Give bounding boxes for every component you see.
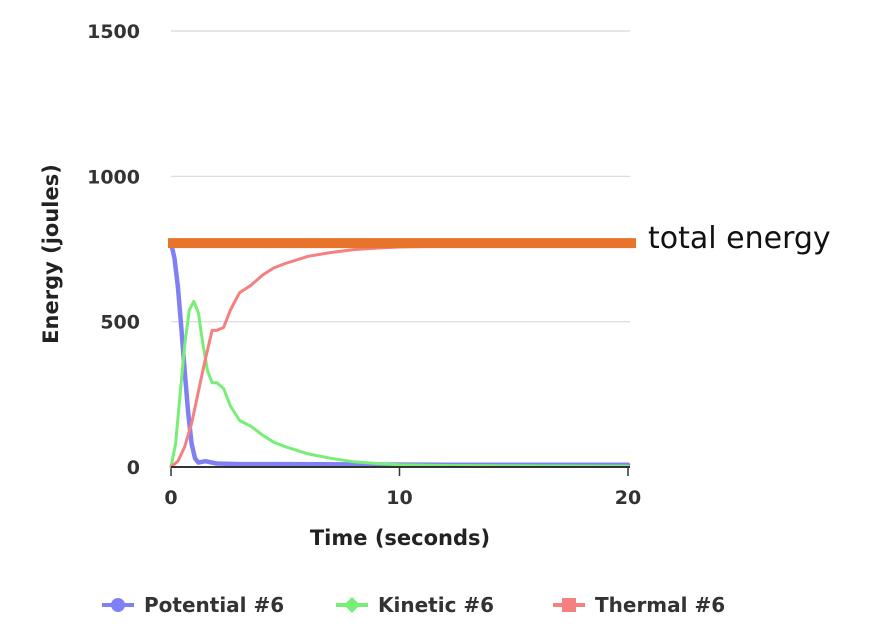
y-tick-labels: 0 500 1000 1500 <box>87 21 140 479</box>
series-line-2 <box>169 299 630 469</box>
legend-marker-circle <box>111 598 125 612</box>
series-line-1 <box>168 240 631 467</box>
series-line-3 <box>169 243 630 469</box>
legend-label: Kinetic #6 <box>378 593 494 617</box>
x-axis-title: Time (seconds) <box>310 526 490 550</box>
x-tick-label: 10 <box>386 487 412 509</box>
y-axis-title: Energy (joules) <box>39 164 63 344</box>
y-tick-label: 500 <box>100 312 140 334</box>
gridlines <box>171 30 630 323</box>
legend: Potential #6 Kinetic #6 Thermal #6 <box>102 593 725 617</box>
x-tick-label: 20 <box>615 487 641 509</box>
x-tick-labels: 0 10 20 <box>164 467 641 509</box>
legend-label: Potential #6 <box>144 593 284 617</box>
y-tick-label: 1000 <box>87 166 140 188</box>
series-lines <box>168 240 631 469</box>
x-tick-label: 0 <box>164 487 177 509</box>
legend-marker-diamond <box>344 597 360 613</box>
legend-label: Thermal #6 <box>595 593 725 617</box>
y-tick-label: 0 <box>127 457 140 479</box>
legend-marker-square <box>562 598 576 612</box>
total-energy-label: total energy <box>648 221 831 256</box>
y-tick-label: 1500 <box>87 21 140 43</box>
